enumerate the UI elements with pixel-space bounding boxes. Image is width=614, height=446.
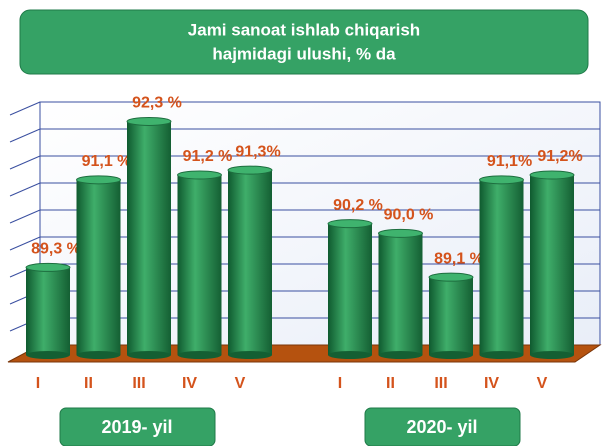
bar-part (328, 223, 372, 355)
bar-part (127, 121, 171, 355)
x-tick-label: III (434, 375, 447, 392)
grid-line (9, 182, 41, 197)
bar-part (378, 228, 423, 238)
bar-part (429, 277, 473, 355)
bar (227, 165, 273, 359)
x-tick-label: II (84, 375, 93, 392)
grid-line (9, 128, 41, 143)
value-label: 89,1 % (434, 250, 484, 267)
bar (25, 262, 71, 359)
chart-title: Jami sanoat ishlab chiqarish (188, 20, 420, 39)
bar-part (530, 174, 574, 355)
value-label: 91,3% (235, 143, 280, 160)
bar-part (479, 351, 524, 359)
bar (428, 272, 474, 359)
bar-part (328, 351, 372, 359)
value-label: 91,2% (537, 148, 582, 165)
group-label: 2019- yil (101, 417, 172, 437)
bar-part (76, 175, 121, 185)
bar-part (26, 267, 70, 355)
x-tick-label: II (386, 375, 395, 392)
bar (76, 175, 121, 359)
chart-title: hajmidagi ulushi, % da (212, 44, 396, 63)
bar-part (327, 219, 373, 229)
x-tick-label: IV (484, 375, 499, 392)
x-tick-label: III (132, 375, 145, 392)
bar-part (378, 351, 423, 359)
x-tick-label: V (235, 375, 246, 392)
grid-line (9, 236, 41, 251)
bar-part (378, 233, 423, 355)
group-box (59, 407, 216, 446)
x-tick-label: V (537, 375, 548, 392)
bar-part (429, 351, 473, 359)
value-label: 91,1% (487, 153, 532, 170)
grid-line (9, 155, 41, 170)
bar (177, 170, 222, 359)
bar (378, 228, 423, 359)
bar-part (228, 170, 272, 355)
bar-part (479, 175, 524, 185)
grid-line (9, 209, 41, 224)
value-label: 92,3 % (132, 95, 182, 112)
bar (126, 116, 172, 359)
group-label: 2020- yil (406, 417, 477, 437)
bar-part (227, 165, 273, 175)
value-label: 90,2 % (333, 197, 383, 214)
bar-part (25, 262, 71, 272)
bar (479, 175, 524, 359)
bar (529, 170, 575, 359)
bar-part (177, 170, 222, 180)
bar-part (530, 351, 574, 359)
bar-part (479, 179, 524, 355)
value-label: 89,3 % (31, 241, 81, 258)
group-box (364, 407, 521, 446)
value-label: 91,1 % (82, 153, 132, 170)
bar-part (529, 170, 575, 180)
title-box (19, 9, 589, 75)
value-label: 90,0 % (384, 207, 434, 224)
bar-part (76, 351, 121, 359)
x-tick-label: I (36, 375, 40, 392)
bar-part (127, 351, 171, 359)
bar (327, 219, 373, 359)
bar-part (76, 179, 121, 355)
x-tick-label: IV (182, 375, 197, 392)
bar-part (26, 351, 70, 359)
bar-part (177, 174, 222, 355)
bar-part (228, 351, 272, 359)
bar-part (428, 272, 474, 282)
bar-part (126, 116, 172, 126)
x-tick-label: I (338, 375, 342, 392)
bar-part (177, 351, 222, 359)
value-label: 91,2 % (183, 148, 233, 165)
grid-line (9, 101, 41, 116)
